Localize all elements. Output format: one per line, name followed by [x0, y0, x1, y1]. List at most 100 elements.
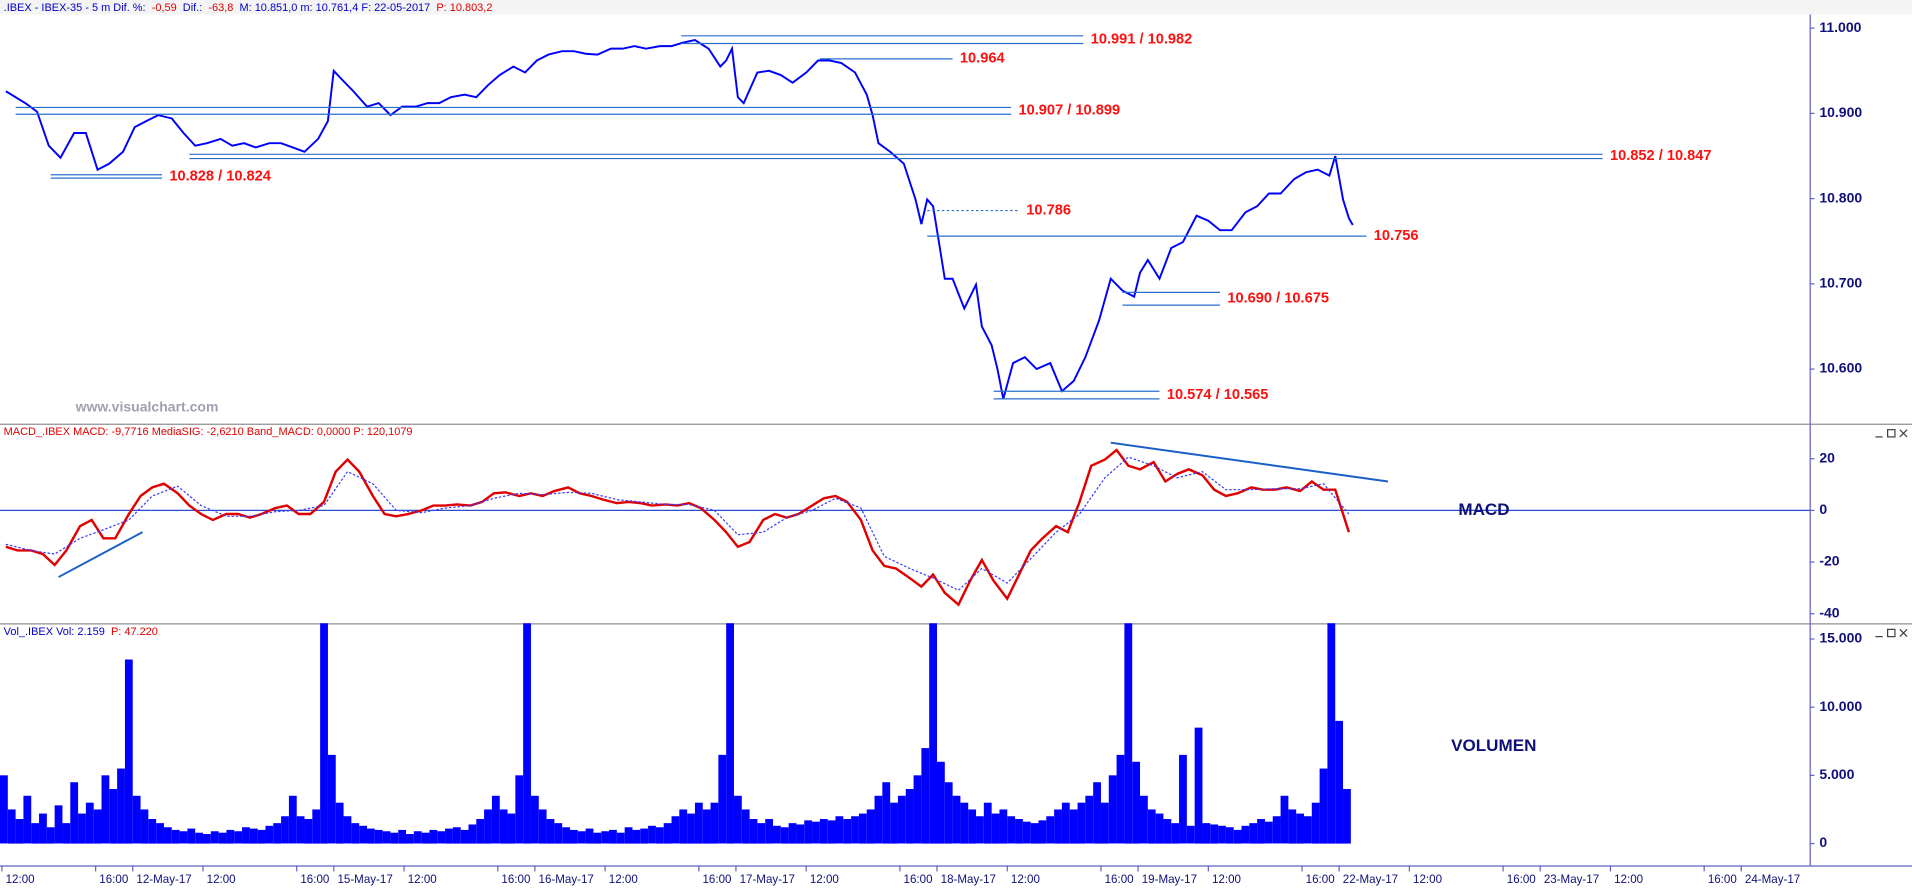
volume-bar: [1069, 809, 1078, 844]
volume-bar: [117, 768, 125, 844]
volume-bar: [718, 754, 727, 844]
x-tick-label: 12:00: [810, 874, 839, 886]
volume-bar: [406, 834, 414, 844]
volume-bar: [851, 816, 859, 844]
y-tick-label: 10.800: [1819, 189, 1862, 205]
volume-bar: [398, 829, 407, 844]
volume-bar: [1155, 813, 1164, 844]
y-tick-label: 0: [1819, 834, 1827, 850]
x-tick-label: 12:00: [1011, 874, 1040, 886]
volume-bar: [554, 823, 563, 844]
volume-bar: [1124, 623, 1133, 844]
volume-bar: [530, 795, 539, 844]
close-icon[interactable]: [1899, 628, 1908, 638]
volume-bar: [1319, 768, 1328, 844]
x-tick-label: 12:00: [1614, 874, 1643, 886]
volume-bar: [890, 802, 898, 844]
volume-bar: [1327, 623, 1336, 844]
volume-bar: [304, 819, 313, 844]
volume-bar: [163, 827, 172, 844]
x-tick-label: 16:00: [1306, 874, 1335, 886]
level-label: 10.964: [960, 51, 1006, 67]
volume-bar: [468, 824, 477, 844]
volume-bar: [78, 813, 86, 844]
volume-bar: [156, 823, 164, 844]
volume-bar: [905, 789, 914, 844]
volume-bar: [210, 831, 219, 844]
volume-bar: [749, 819, 758, 844]
header-segment: MACD_.IBEX MACD: -9,7716 MediaSIG: -2,62…: [4, 426, 413, 438]
header-bar: [0, 0, 1912, 15]
maximize-icon[interactable]: [1887, 628, 1896, 638]
volume-bar: [1186, 825, 1195, 844]
volume-bar: [1241, 825, 1250, 844]
volume-bar: [1194, 727, 1203, 844]
volume-bar: [788, 823, 797, 844]
x-tick-label: 16:00: [501, 874, 530, 886]
volume-bar: [757, 823, 766, 844]
x-tick-label: 16:00: [1105, 874, 1134, 886]
x-tick-label: 17-May-17: [740, 874, 795, 886]
volume-bar: [640, 828, 649, 844]
volume-bar: [1335, 720, 1344, 844]
volume-bar: [327, 754, 336, 844]
volume-bar: [484, 809, 492, 844]
volume-bar: [1015, 819, 1023, 844]
volume-bar: [733, 795, 742, 844]
volume-bar: [382, 831, 391, 844]
volume-bar: [1303, 816, 1312, 844]
volume-bar: [288, 795, 297, 844]
volume-bar: [585, 828, 594, 844]
volume-bar: [85, 802, 94, 844]
pane: [0, 623, 1351, 844]
volume-bar: [281, 816, 289, 844]
volume-bar: [999, 809, 1008, 844]
x-tick-label: 18-May-17: [941, 874, 996, 886]
volume-bar: [1218, 825, 1226, 844]
volume-bar: [570, 829, 578, 844]
volume-bar: [882, 782, 891, 844]
volume-bar: [1038, 820, 1047, 844]
volume-bar: [1225, 827, 1234, 844]
x-tick-label: 19-May-17: [1142, 874, 1197, 886]
volume-bar: [429, 829, 438, 844]
volume-bar: [687, 813, 695, 844]
volume-bar: [421, 832, 430, 844]
volume-bar: [983, 802, 992, 844]
volume-bar: [93, 809, 102, 844]
x-tick-label: 12:00: [1212, 874, 1241, 886]
level-label: 10.852 / 10.847: [1610, 148, 1712, 164]
y-tick-label: 10.600: [1819, 360, 1862, 376]
volume-bar: [1311, 802, 1320, 844]
close-icon[interactable]: [1899, 429, 1908, 438]
volume-bar: [351, 823, 360, 844]
volume-bar: [538, 809, 547, 844]
x-tick-label: 23-May-17: [1544, 874, 1599, 886]
volume-bar: [1288, 809, 1297, 844]
y-tick-label: 10.000: [1819, 698, 1862, 714]
y-tick-label: 0: [1819, 501, 1827, 517]
volume-bar: [1007, 816, 1016, 844]
volume-bar: [726, 623, 734, 844]
pane: [0, 448, 1810, 607]
y-tick-label: -20: [1819, 553, 1839, 569]
volume-bar: [858, 813, 867, 844]
pane: [5, 39, 1354, 400]
pane-label: VOLUMEN: [1451, 736, 1536, 755]
volume-bar: [374, 829, 383, 844]
volume-bar: [203, 834, 211, 844]
volume-bar: [773, 825, 781, 844]
volume-bar: [804, 820, 813, 844]
y-tick-label: 5.000: [1819, 766, 1854, 782]
x-tick-label: 16:00: [99, 874, 128, 886]
header-segment: -0,59: [152, 2, 177, 14]
x-tick-label: 12-May-17: [136, 874, 191, 886]
maximize-icon[interactable]: [1887, 429, 1896, 438]
pane-header: Vol_.IBEX Vol: 2.159 P: 47.220: [4, 626, 158, 638]
volume-bar: [1077, 802, 1086, 844]
header-segment: M: 10.851,0 m: 10.761,4 F: 22-05-2017: [239, 2, 430, 14]
volume-bar: [671, 816, 680, 844]
volume-bar: [171, 829, 180, 844]
